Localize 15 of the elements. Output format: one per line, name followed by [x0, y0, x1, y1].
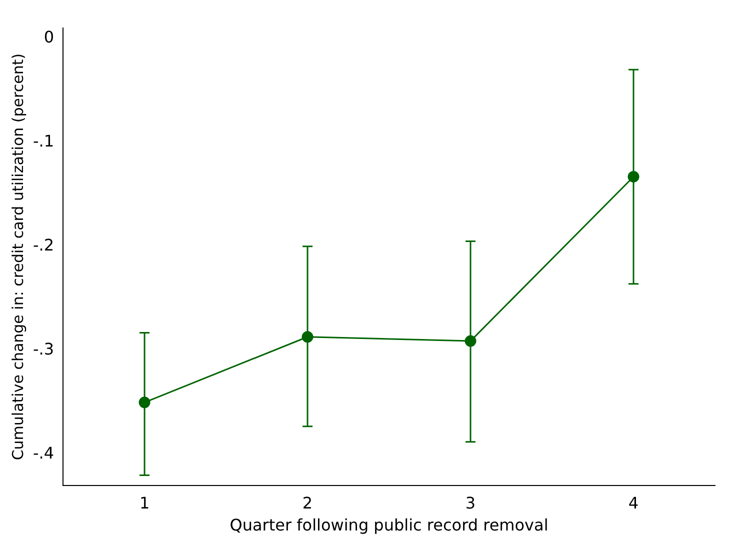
- x-tick-label: 1: [139, 493, 150, 512]
- y-tick-label: -.3: [32, 340, 54, 359]
- y-axis-title: Cumulative change in: credit card utilization (percent): [8, 53, 27, 460]
- x-tick-label: 4: [628, 493, 639, 512]
- x-tick-label: 2: [302, 493, 313, 512]
- point: [302, 331, 314, 343]
- point: [464, 335, 476, 347]
- x-tick-label: 3: [465, 493, 476, 512]
- y-tick-label: 0: [44, 28, 54, 47]
- point: [628, 170, 640, 182]
- x-axis-title: Quarter following public record removal: [230, 516, 548, 535]
- point: [138, 396, 150, 408]
- y-tick-label: -.2: [32, 236, 54, 255]
- y-tick-label: -.1: [32, 132, 54, 151]
- y-tick-label: -.4: [32, 444, 54, 463]
